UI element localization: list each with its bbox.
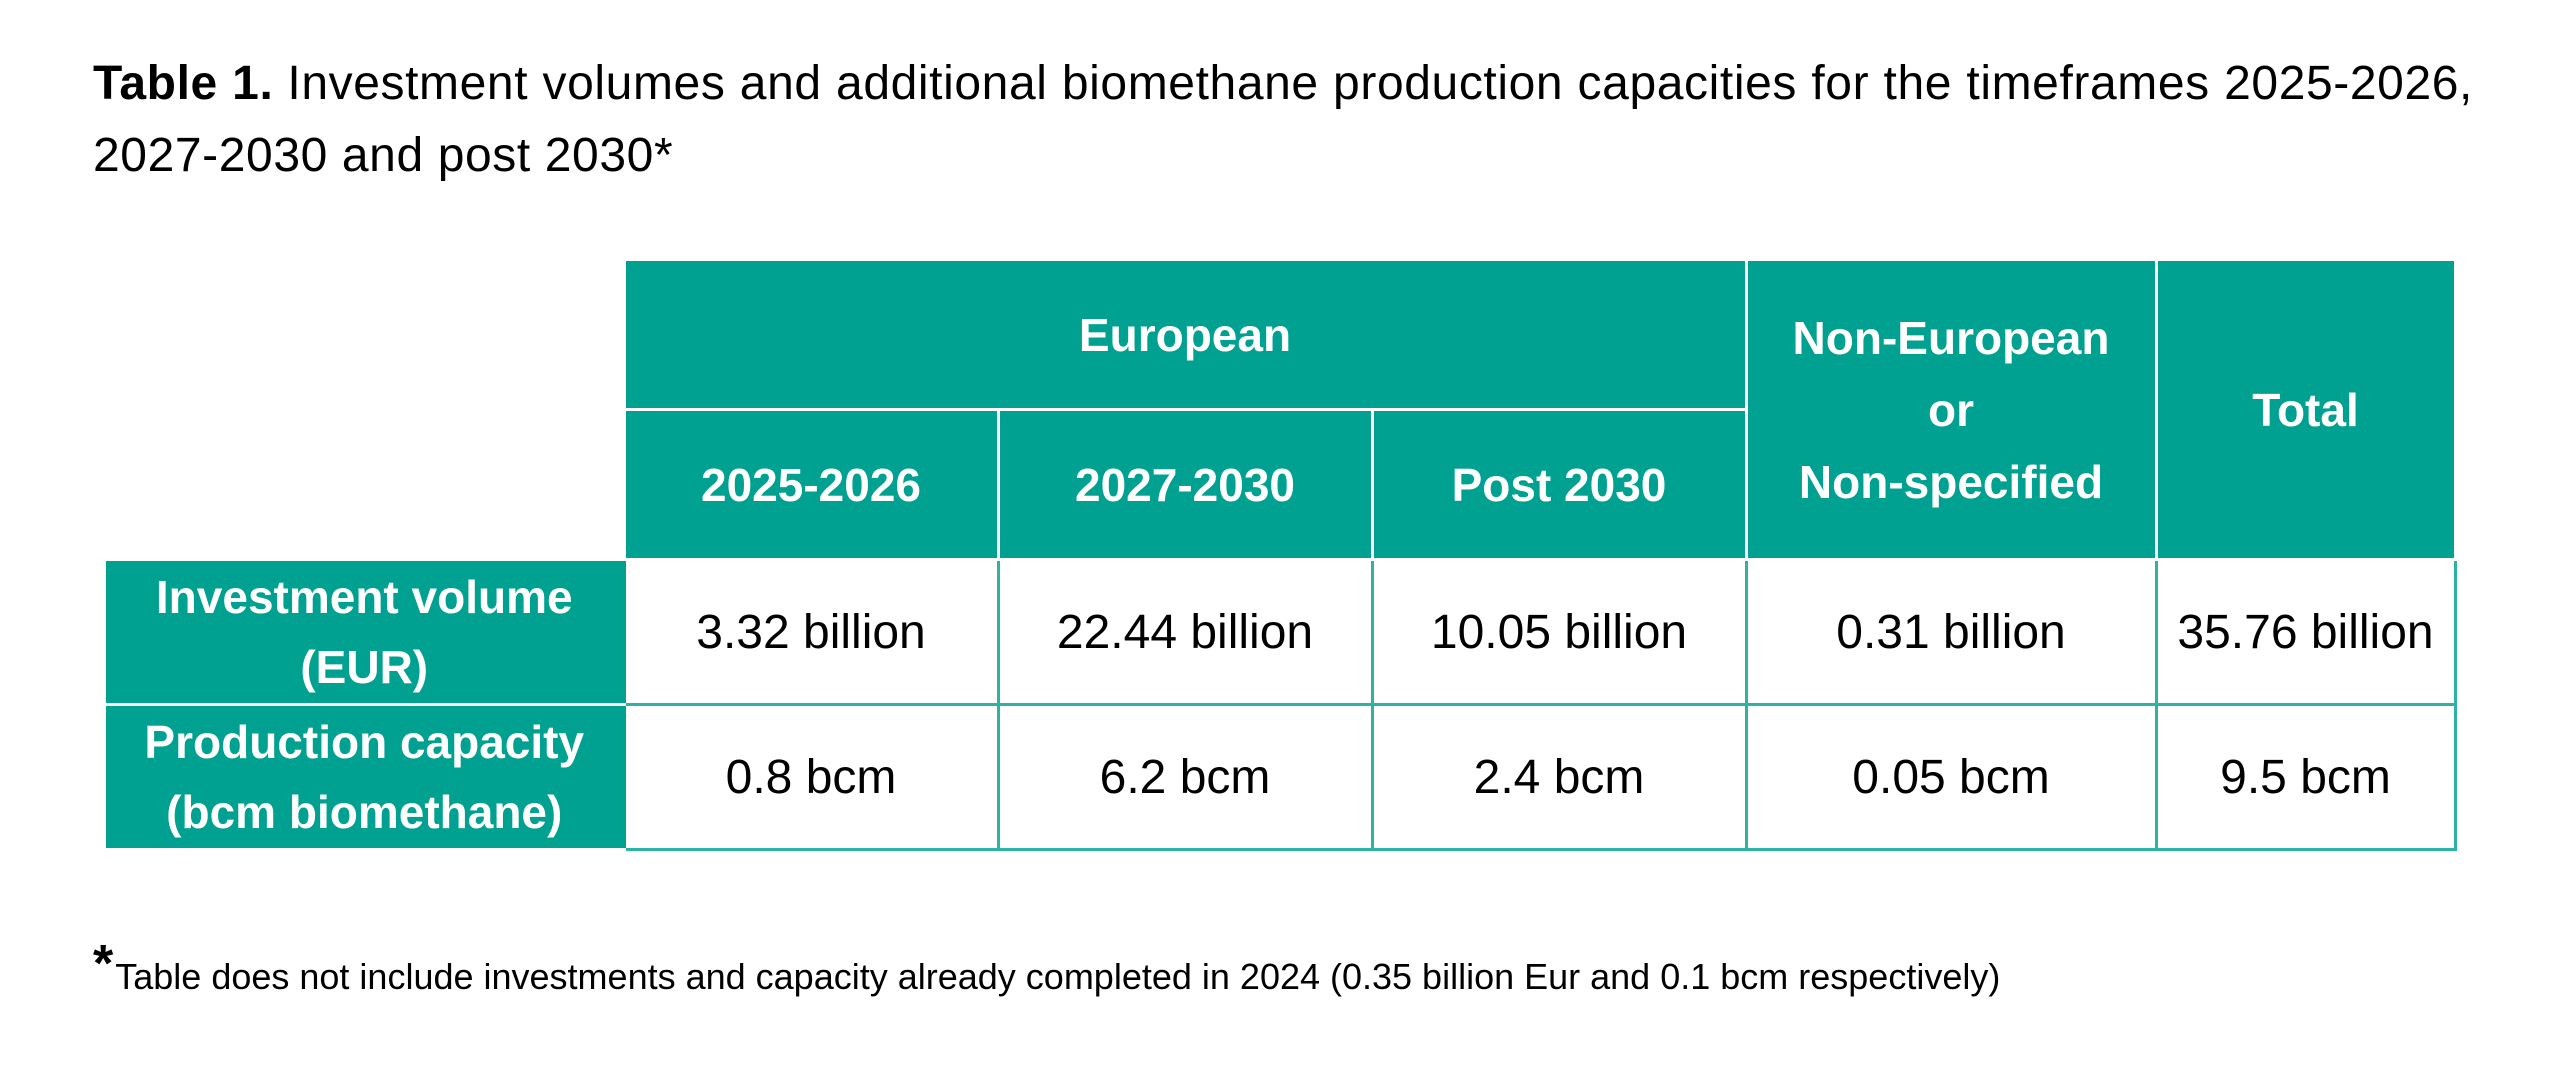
footnote-text: Table does not include investments and c… bbox=[115, 956, 2001, 997]
header-row-years: 2025-2026 2027-2030 Post 2030 bbox=[106, 408, 2455, 561]
header-year-post-2030: Post 2030 bbox=[1370, 408, 1748, 561]
table-cell: 0.31 billion bbox=[1744, 558, 2158, 706]
header-non-european-line: or bbox=[1928, 383, 1974, 436]
header-non-european-line: Non-European bbox=[1792, 311, 2110, 364]
header-year-2025-2026: 2025-2026 bbox=[622, 408, 1000, 561]
table-caption-label: Table 1. bbox=[93, 57, 274, 110]
table-cell: 22.44 billion bbox=[996, 558, 1374, 706]
header-row-group: European Non-European or Non-specified T… bbox=[106, 258, 2457, 561]
investment-capacity-table: European Non-European or Non-specified T… bbox=[106, 258, 2457, 851]
table-row-investment: Investment volume (EUR) 3.32 billion 22.… bbox=[106, 558, 2457, 706]
header-european: European bbox=[622, 258, 1748, 411]
row-label-line: (bcm biomethane) bbox=[166, 786, 563, 838]
table-cell: 6.2 bcm bbox=[996, 703, 1374, 851]
row-label-line: (EUR) bbox=[300, 641, 429, 693]
row-label-line: Investment volume bbox=[155, 571, 573, 623]
row-label-capacity: Production capacity (bcm biomethane) bbox=[106, 703, 626, 851]
row-label-line: Production capacity bbox=[144, 716, 585, 768]
header-non-european-line: Non-specified bbox=[1798, 455, 2104, 508]
header-non-european: Non-European or Non-specified bbox=[1744, 258, 2158, 561]
table-caption-text: Investment volumes and additional biomet… bbox=[93, 57, 2473, 182]
table-cell-total: 35.76 billion bbox=[2154, 558, 2457, 706]
table-cell: 10.05 billion bbox=[1370, 558, 1748, 706]
table-caption: Table 1. Investment volumes and additiona… bbox=[93, 48, 2473, 192]
row-label-investment: Investment volume (EUR) bbox=[106, 558, 626, 706]
header-total: Total bbox=[2154, 258, 2457, 561]
footnote-asterisk: * bbox=[93, 935, 114, 993]
table-cell: 2.4 bcm bbox=[1370, 703, 1748, 851]
table-cell-total: 9.5 bcm bbox=[2154, 703, 2457, 851]
table-corner-empty bbox=[106, 259, 624, 560]
footnote: *Table does not include investments and … bbox=[93, 938, 2001, 1001]
table-cell: 0.05 bcm bbox=[1744, 703, 2158, 851]
table-cell: 3.32 billion bbox=[622, 558, 1000, 706]
table-cell: 0.8 bcm bbox=[622, 703, 1000, 851]
header-year-2027-2030: 2027-2030 bbox=[996, 408, 1374, 561]
table-row-capacity: Production capacity (bcm biomethane) 0.8… bbox=[106, 703, 2457, 851]
